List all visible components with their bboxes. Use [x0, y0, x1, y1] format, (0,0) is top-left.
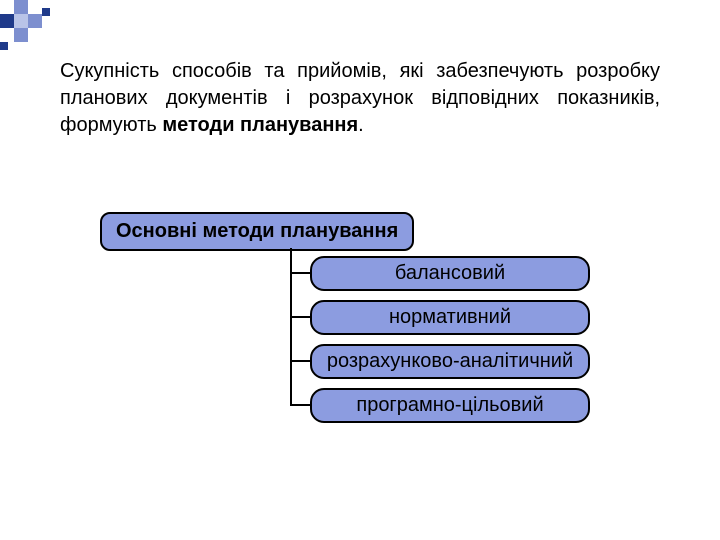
tree-child-label: розрахунково-аналітичний	[327, 350, 573, 372]
methods-tree-diagram: Основні методи планування балансовий норм…	[100, 212, 620, 472]
deco-square	[42, 8, 50, 16]
tree-branch	[290, 272, 310, 274]
tree-child-label: нормативний	[389, 306, 511, 328]
corner-decoration	[0, 0, 50, 50]
tree-branch	[290, 404, 310, 406]
tree-child: балансовий	[310, 256, 590, 291]
paragraph-text-after: .	[358, 114, 364, 136]
tree-child: розрахунково-аналітичний	[310, 344, 590, 379]
deco-square	[0, 42, 8, 50]
deco-square	[28, 14, 42, 28]
tree-child: програмно-цільовий	[310, 388, 590, 423]
tree-root-label: Основні методи планування	[116, 220, 398, 242]
deco-square	[0, 14, 14, 28]
tree-root: Основні методи планування	[100, 212, 414, 251]
intro-paragraph: Сукупність способів та прийомів, які заб…	[60, 58, 660, 139]
tree-branch	[290, 316, 310, 318]
paragraph-bold: методи планування	[162, 114, 358, 136]
deco-square	[14, 28, 28, 42]
tree-child: нормативний	[310, 300, 590, 335]
tree-child-label: балансовий	[395, 262, 505, 284]
tree-branch	[290, 360, 310, 362]
deco-square	[14, 14, 28, 28]
deco-square	[14, 0, 28, 14]
tree-child-label: програмно-цільовий	[356, 394, 543, 416]
